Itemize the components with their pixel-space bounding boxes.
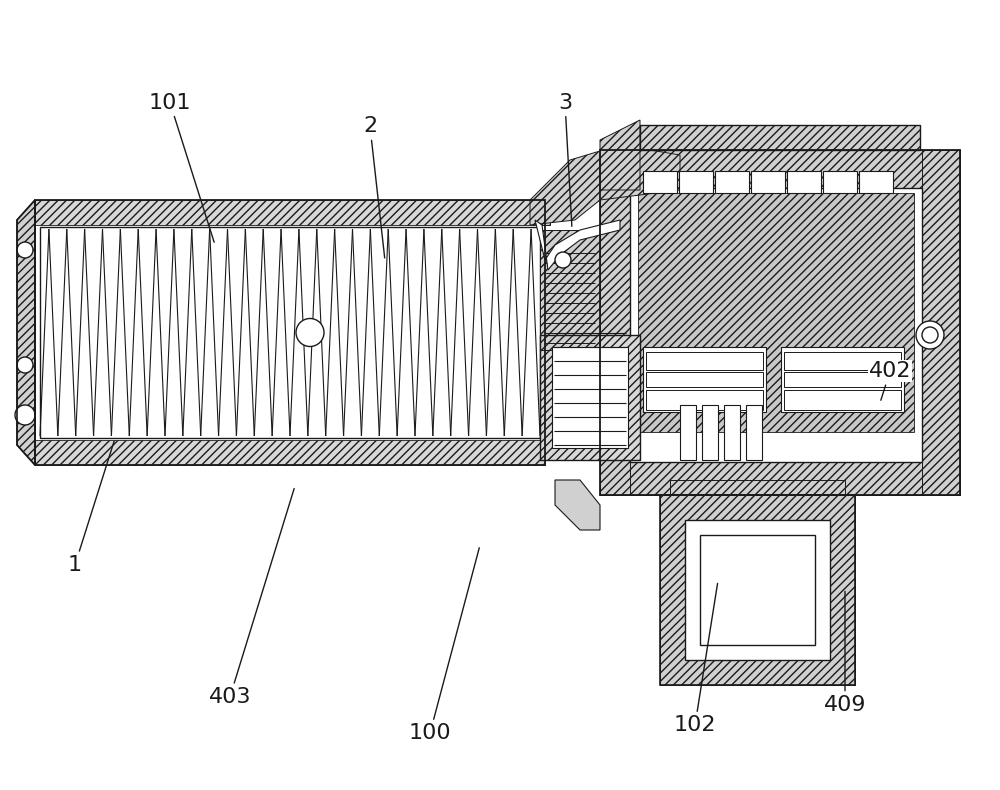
Bar [646,372,763,387]
Polygon shape [17,200,35,465]
Bar [660,495,855,685]
Bar [679,171,713,193]
Bar [724,405,740,460]
Text: 3: 3 [558,92,572,226]
Bar [540,335,640,460]
Polygon shape [530,145,680,225]
Bar [600,150,960,495]
Bar [35,200,545,465]
Text: 1: 1 [68,441,114,575]
Text: 409: 409 [824,592,866,715]
Bar [630,188,922,462]
Bar [823,171,857,193]
Text: 2: 2 [363,116,385,258]
Bar [784,372,901,387]
Bar [540,230,600,350]
Bar [600,462,960,495]
Bar [784,390,901,410]
Bar [859,171,893,193]
Circle shape [555,252,571,268]
Bar [751,171,785,193]
Bar [746,405,762,460]
Circle shape [15,405,35,425]
Bar [700,535,815,645]
Text: 403: 403 [209,488,294,707]
Bar [787,171,821,193]
Bar [680,405,696,460]
Bar [640,125,920,150]
Circle shape [296,318,324,347]
Bar [640,125,920,150]
Text: 100: 100 [409,547,479,743]
Text: 101: 101 [149,92,214,243]
Bar [922,150,960,495]
Text: 102: 102 [674,583,718,735]
Bar [660,495,855,685]
Bar [781,347,904,412]
Bar [702,405,718,460]
Circle shape [916,321,944,349]
Bar [40,227,540,438]
Bar [715,171,749,193]
Bar [638,193,914,432]
Bar [670,480,845,495]
Polygon shape [600,120,640,190]
Polygon shape [535,220,620,270]
Bar [35,440,545,465]
Polygon shape [555,480,600,530]
Bar [646,352,763,370]
Bar [540,195,550,225]
Bar [643,347,766,412]
Text: 402: 402 [869,361,911,401]
Bar [643,171,677,193]
Bar [685,520,830,660]
Bar [552,347,628,448]
Bar [540,335,640,460]
Bar [600,150,630,495]
Bar [35,200,545,225]
Bar [646,390,763,410]
Circle shape [922,327,938,343]
Circle shape [17,357,33,373]
Circle shape [17,242,33,258]
Bar [600,150,960,188]
Bar [784,352,901,370]
